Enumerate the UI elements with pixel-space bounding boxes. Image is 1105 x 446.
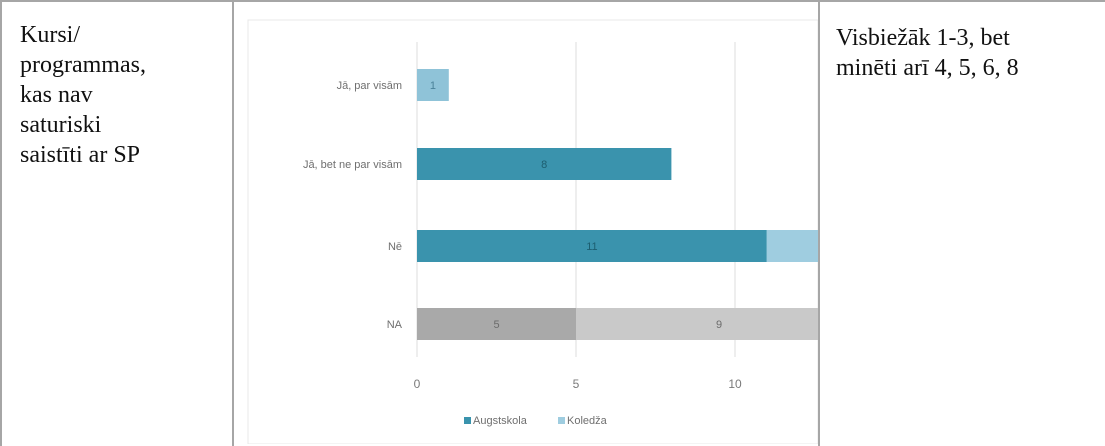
right-cell-line: Visbiežāk 1-3, bet xyxy=(836,25,1010,51)
left-cell-line: kas nav xyxy=(20,82,93,108)
table-border-col1 xyxy=(232,2,234,446)
table-border-left xyxy=(0,2,2,446)
left-cell-line: programmas, xyxy=(20,52,146,78)
bar-segment xyxy=(417,69,449,101)
legend-swatch xyxy=(464,417,471,424)
bar-value-label: 11 xyxy=(586,241,597,253)
x-tick-label: 5 xyxy=(573,377,580,391)
x-tick-label: 0 xyxy=(414,377,421,391)
table-border-col2 xyxy=(818,2,820,446)
x-tick-label: 10 xyxy=(728,377,742,391)
left-cell-line: saistīti ar SP xyxy=(20,142,141,168)
bar-segment xyxy=(576,308,818,340)
category-label: Nē xyxy=(388,241,402,253)
bar-value-label: 8 xyxy=(541,159,547,171)
left-cell-line: saturiski xyxy=(20,112,102,138)
left-cell-line: Kursi/ xyxy=(20,22,80,48)
category-labels: Jā, par visām Jā, bet ne par visām Nē NA xyxy=(303,80,403,331)
bar-value-label: 1 xyxy=(430,80,436,92)
category-label: Jā, par visām xyxy=(337,80,402,92)
bar-segment xyxy=(766,230,818,262)
legend: Augstskola Koledža xyxy=(464,415,608,427)
right-cell-text: Visbiežāk 1-3, bet minēti arī 4, 5, 6, 8 xyxy=(836,23,1098,83)
bars: 1811959 xyxy=(417,69,818,340)
left-cell-text: Kursi/ programmas, kas nav saturiski sai… xyxy=(20,20,210,170)
bar-value-label: 9 xyxy=(716,319,722,331)
category-label: NA xyxy=(387,319,403,331)
legend-swatch xyxy=(558,417,565,424)
category-label: Jā, bet ne par visām xyxy=(303,159,402,171)
bar-segment xyxy=(417,148,672,180)
right-cell-line: minēti arī 4, 5, 6, 8 xyxy=(836,55,1019,81)
bar-segment xyxy=(417,308,576,340)
bar-value-label: 5 xyxy=(493,319,499,331)
bar-segment xyxy=(417,230,767,262)
legend-label: Augstskola xyxy=(473,415,528,427)
x-tick-labels: 051015202 xyxy=(414,377,742,391)
legend-label: Koledža xyxy=(567,415,608,427)
